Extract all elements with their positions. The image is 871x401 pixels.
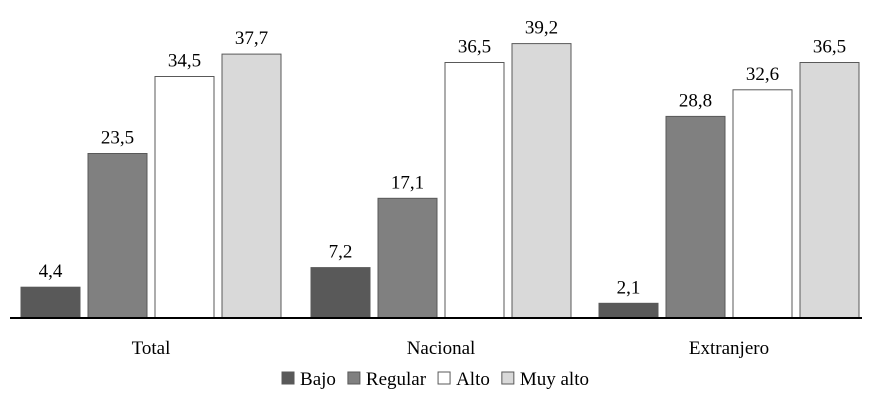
bar-total-alto	[154, 76, 215, 319]
bars-layer	[20, 43, 860, 319]
value-label-nacional-regular: 17,1	[391, 172, 424, 193]
bar-extranjero-alto	[732, 89, 793, 319]
value-label-nacional-muy-alto: 39,2	[525, 18, 558, 39]
bar-extranjero-bajo	[598, 302, 659, 319]
value-label-total-regular: 23,5	[101, 128, 134, 149]
bar-nacional-bajo	[310, 267, 371, 319]
category-label-extranjero: Extranjero	[689, 338, 769, 359]
value-label-extranjero-regular: 28,8	[679, 90, 712, 111]
legend-swatch-regular	[347, 371, 361, 385]
category-label-nacional: Nacional	[407, 338, 476, 359]
legend-label-alto: Alto	[456, 369, 490, 390]
legend-swatch-muy-alto	[501, 371, 515, 385]
category-label-total: Total	[132, 338, 171, 359]
value-labels-layer: 4,4 23,5 34,5 37,7 7,2 17,1 36,5 39,2 2,1 28,8 32,…	[39, 18, 847, 299]
bar-total-muy-alto	[221, 53, 282, 319]
bar-extranjero-muy-alto	[799, 62, 860, 319]
value-label-total-bajo: 4,4	[39, 261, 63, 282]
bar-nacional-alto	[444, 62, 505, 319]
value-label-nacional-bajo: 7,2	[329, 242, 353, 263]
value-label-extranjero-bajo: 2,1	[617, 277, 641, 298]
bar-total-regular	[87, 153, 148, 319]
legend-label-bajo: Bajo	[300, 369, 336, 390]
value-label-nacional-alto: 36,5	[458, 37, 491, 58]
value-label-extranjero-alto: 32,6	[746, 64, 779, 85]
legend-label-muy-alto: Muy alto	[520, 369, 589, 390]
legend-swatch-bajo	[281, 371, 295, 385]
value-label-extranjero-muy-alto: 36,5	[813, 37, 846, 58]
bar-nacional-muy-alto	[511, 43, 572, 319]
value-label-total-alto: 34,5	[168, 51, 201, 72]
legend-label-regular: Regular	[366, 369, 427, 390]
category-labels-layer: Total Nacional Extranjero	[132, 338, 769, 359]
bar-extranjero-regular	[665, 115, 726, 319]
value-label-total-muy-alto: 37,7	[235, 28, 268, 49]
legend-swatch-alto	[437, 371, 451, 385]
legend: Bajo Regular Alto Muy alto	[281, 369, 589, 390]
bar-total-bajo	[20, 286, 81, 319]
bar-nacional-regular	[377, 197, 438, 319]
